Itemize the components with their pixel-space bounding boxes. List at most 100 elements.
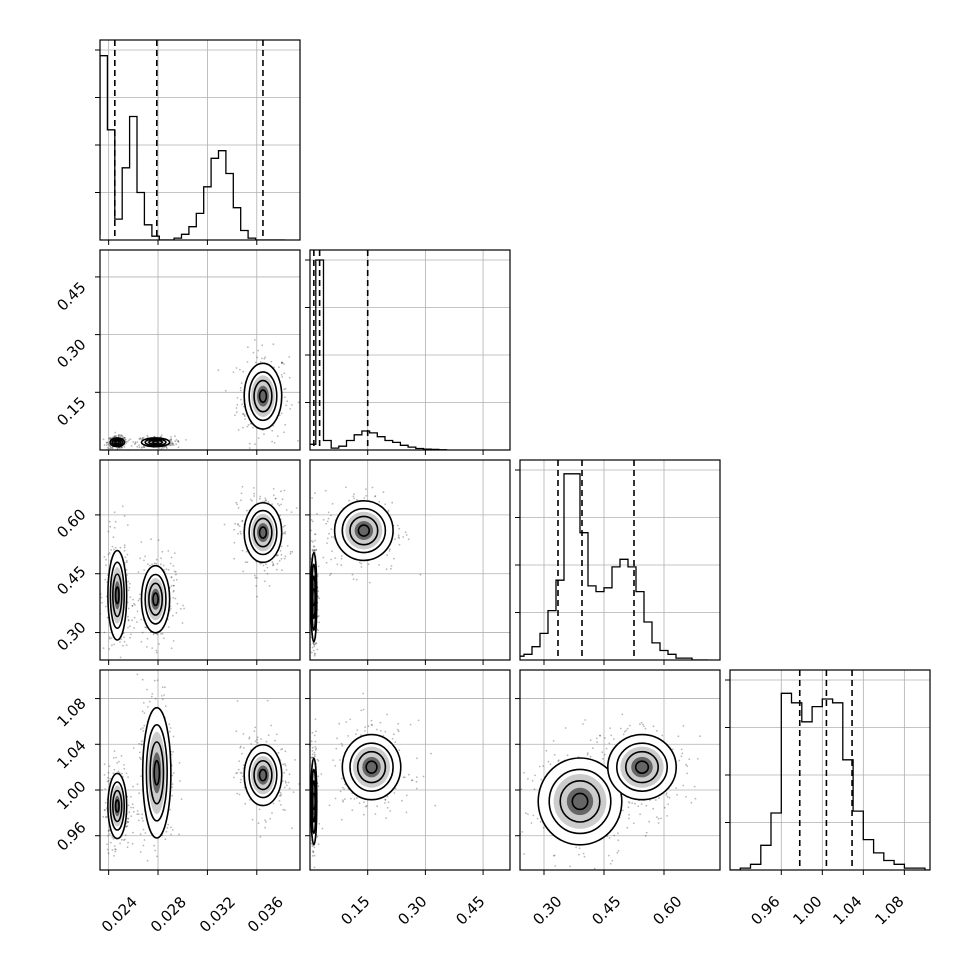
scatter-point	[128, 586, 131, 589]
scatter-point	[317, 775, 319, 778]
scatter-point	[284, 531, 287, 533]
scatter-point	[169, 727, 172, 729]
scatter-point	[103, 556, 106, 558]
scatter-point	[596, 741, 598, 744]
scatter-point	[266, 573, 269, 575]
scatter-point	[602, 757, 604, 760]
scatter-point	[112, 436, 115, 438]
scatter-point	[175, 611, 178, 614]
scatter-point	[237, 768, 240, 771]
scatter-point	[340, 555, 343, 557]
contour-line	[258, 389, 268, 404]
scatter-point	[112, 757, 115, 759]
scatter-point	[254, 361, 257, 364]
scatter-point	[264, 356, 267, 358]
scatter-point	[280, 412, 283, 415]
panel-border	[729, 669, 931, 871]
scatter-point	[243, 415, 246, 417]
scatter-point	[143, 877, 145, 879]
scatter-point	[405, 794, 408, 797]
scatter-point	[133, 602, 135, 605]
scatter-point	[138, 444, 141, 447]
scatter-point	[174, 435, 176, 438]
scatter-point	[341, 786, 344, 789]
scatter-point	[114, 546, 117, 549]
scatter-point	[277, 503, 279, 505]
scatter-point	[278, 366, 280, 369]
scatter-point	[252, 351, 255, 354]
scatter-point	[127, 619, 130, 622]
scatter-point	[311, 497, 313, 499]
scatter-point	[386, 713, 388, 716]
scatter-point	[139, 437, 142, 439]
panel-background	[310, 250, 510, 450]
scatter-point	[340, 777, 343, 780]
scatter-point	[318, 597, 320, 600]
scatter-point	[288, 376, 291, 379]
contour-line	[356, 750, 387, 784]
scatter-point	[297, 440, 299, 442]
scatter-point	[236, 792, 239, 795]
scatter-point	[284, 423, 287, 426]
scatter-point	[583, 855, 586, 858]
scatter-point	[103, 763, 106, 766]
scatter-point	[114, 848, 116, 851]
scatter-point	[278, 795, 281, 797]
scatter-point	[121, 435, 124, 438]
scatter-point	[108, 447, 111, 450]
scatter-point	[107, 776, 109, 779]
scatter-point	[110, 549, 112, 551]
scatter-point	[173, 570, 176, 573]
scatter-point	[330, 572, 332, 575]
scatter-point	[144, 832, 147, 834]
scatter-point	[108, 437, 110, 440]
scatter-point	[124, 438, 127, 441]
scatter-point	[114, 431, 117, 434]
scatter-point	[136, 441, 139, 443]
scatter-point	[172, 444, 175, 446]
scatter-point	[272, 802, 275, 805]
scatter-point	[125, 644, 128, 646]
scatter-point	[675, 787, 678, 789]
scatter-point	[127, 439, 130, 442]
contour-line	[258, 768, 268, 782]
p1-vs-p4-panel	[95, 669, 301, 879]
scatter-point	[125, 440, 127, 443]
scatter-point	[171, 829, 174, 831]
scatter-point	[313, 854, 316, 857]
scatter-point	[139, 851, 142, 853]
scatter-point	[120, 434, 123, 437]
scatter-point	[390, 567, 392, 570]
scatter-point	[145, 626, 148, 629]
scatter-point	[172, 584, 175, 587]
scatter-point	[314, 746, 317, 748]
scatter-point	[667, 803, 670, 806]
scatter-point	[256, 577, 258, 579]
scatter-point	[284, 750, 287, 753]
scatter-point	[170, 753, 173, 756]
scatter-point	[351, 809, 354, 812]
scatter-point	[167, 568, 170, 571]
scatter-point	[655, 816, 658, 818]
scatter-point	[119, 446, 122, 449]
scatter-point	[397, 524, 399, 527]
scatter-point	[248, 447, 251, 449]
scatter-point	[364, 805, 367, 808]
scatter-point	[327, 511, 330, 514]
scatter-point	[523, 771, 525, 774]
scatter-point	[107, 779, 110, 782]
scatter-point	[280, 545, 283, 548]
scatter-point	[240, 772, 243, 775]
scatter-point	[178, 762, 181, 764]
scatter-point	[384, 798, 387, 801]
scatter-point	[123, 546, 126, 549]
scatter-point	[284, 780, 287, 783]
scatter-point	[123, 437, 126, 439]
scatter-point	[157, 539, 160, 541]
scatter-point	[315, 730, 317, 733]
scatter-point	[185, 439, 187, 441]
scatter-point	[261, 357, 263, 360]
scatter-point	[263, 569, 266, 572]
scatter-point	[271, 503, 273, 505]
scatter-point	[379, 721, 382, 724]
